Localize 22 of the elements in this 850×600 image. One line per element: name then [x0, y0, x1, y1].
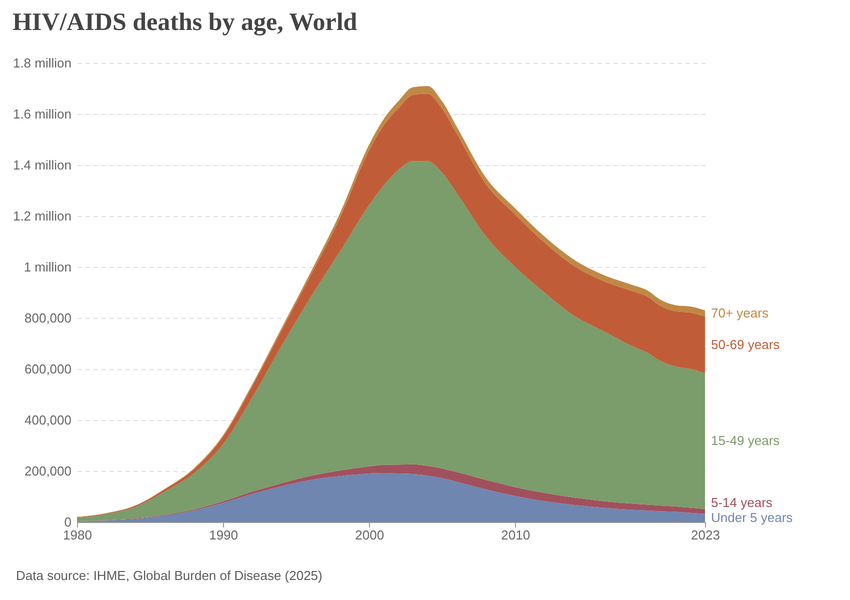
series-label: 70+ years: [711, 305, 769, 320]
x-tick-label: 2000: [355, 528, 384, 542]
series-label: Under 5 years: [711, 510, 794, 525]
series-label: 5-14 years: [711, 494, 773, 510]
y-tick-label: 800,000: [24, 310, 72, 326]
y-tick-label: 400,000: [24, 412, 72, 428]
x-tick-label: 2010: [501, 528, 530, 542]
x-tick-label: 1980: [63, 528, 92, 542]
y-tick-label: 1 million: [24, 260, 72, 274]
y-tick-label: 0: [64, 514, 72, 530]
y-tick-label: 1.8 million: [12, 56, 72, 70]
y-tick-label: 1.4 million: [12, 158, 72, 172]
source-note: Data source: IHME, Global Burden of Disease (2025): [16, 568, 322, 583]
y-tick-label: 600,000: [24, 362, 72, 376]
chart-title: HIV/AIDS deaths by age, World: [12, 9, 358, 36]
series-label: 15-49 years: [711, 433, 780, 448]
y-tick-label: 1.6 million: [12, 106, 72, 122]
series-label: 50-69 years: [711, 336, 780, 352]
y-tick-label: 200,000: [24, 464, 72, 478]
x-tick-label: 1990: [209, 528, 238, 542]
x-tick-label: 2023: [691, 528, 720, 542]
y-tick-label: 1.2 million: [12, 208, 72, 224]
